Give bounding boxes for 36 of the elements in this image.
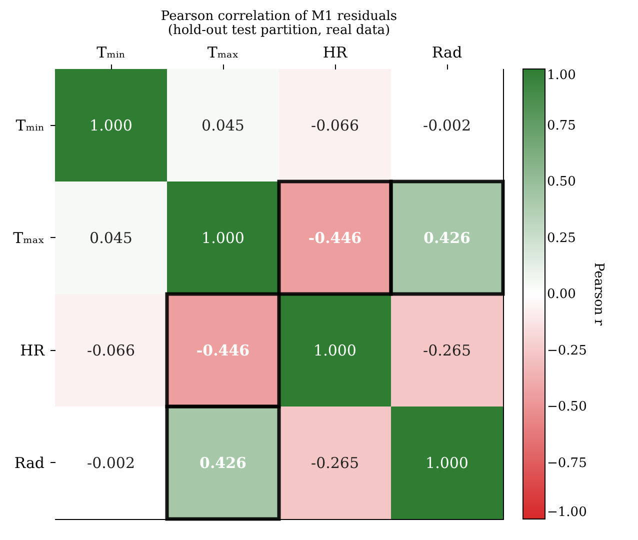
color-bar-label: −0.25 (547, 343, 587, 358)
data-label: 0.045 (90, 228, 132, 247)
color-bar-label: −0.75 (547, 456, 587, 471)
data-label: 0.426 (200, 454, 246, 472)
y-tick-label: HR (20, 341, 46, 360)
color-bar-label: 0.50 (547, 174, 576, 190)
data-label: 1.000 (90, 116, 132, 134)
x-tick-label: Tₘᵢₙ (96, 44, 126, 62)
chart-subtitle: (hold-out test partition, real data) (168, 23, 390, 38)
data-label: -0.446 (196, 341, 250, 360)
color-bar-label: 1.00 (547, 68, 576, 83)
chart-title: Pearson correlation of M1 residuals (160, 9, 398, 24)
x-tick-label: HR (322, 44, 348, 62)
x-tick-label: Rad (432, 44, 462, 62)
color-bar-label: −0.50 (547, 400, 587, 414)
data-label: -0.066 (86, 341, 136, 360)
data-label: -0.066 (310, 116, 360, 134)
y-tick-label: Rad (14, 454, 45, 472)
data-label: 1.000 (314, 341, 356, 360)
y-tick-label: Tₘᵢₙ (16, 116, 44, 134)
data-label: 1.000 (202, 228, 244, 247)
data-label: -0.265 (422, 341, 472, 360)
data-label: -0.002 (86, 454, 136, 472)
y-tick-label: Tₘₐₓ (13, 228, 44, 247)
color-bar-title: Pearson r (591, 262, 606, 326)
data-label: 1.000 (426, 454, 468, 472)
data-label: -0.446 (308, 228, 362, 247)
color-bar-label: −1.00 (547, 505, 587, 520)
data-label: -0.002 (422, 116, 472, 134)
color-bar-label: 0.75 (547, 118, 576, 134)
data-label: -0.265 (310, 454, 360, 472)
data-label: 0.426 (424, 228, 470, 247)
color-bar-label: 0.00 (547, 287, 576, 302)
x-tick-label: Tₘₐₓ (207, 44, 239, 62)
data-label: 0.045 (202, 116, 244, 134)
color-bar-label: 0.25 (547, 230, 576, 246)
